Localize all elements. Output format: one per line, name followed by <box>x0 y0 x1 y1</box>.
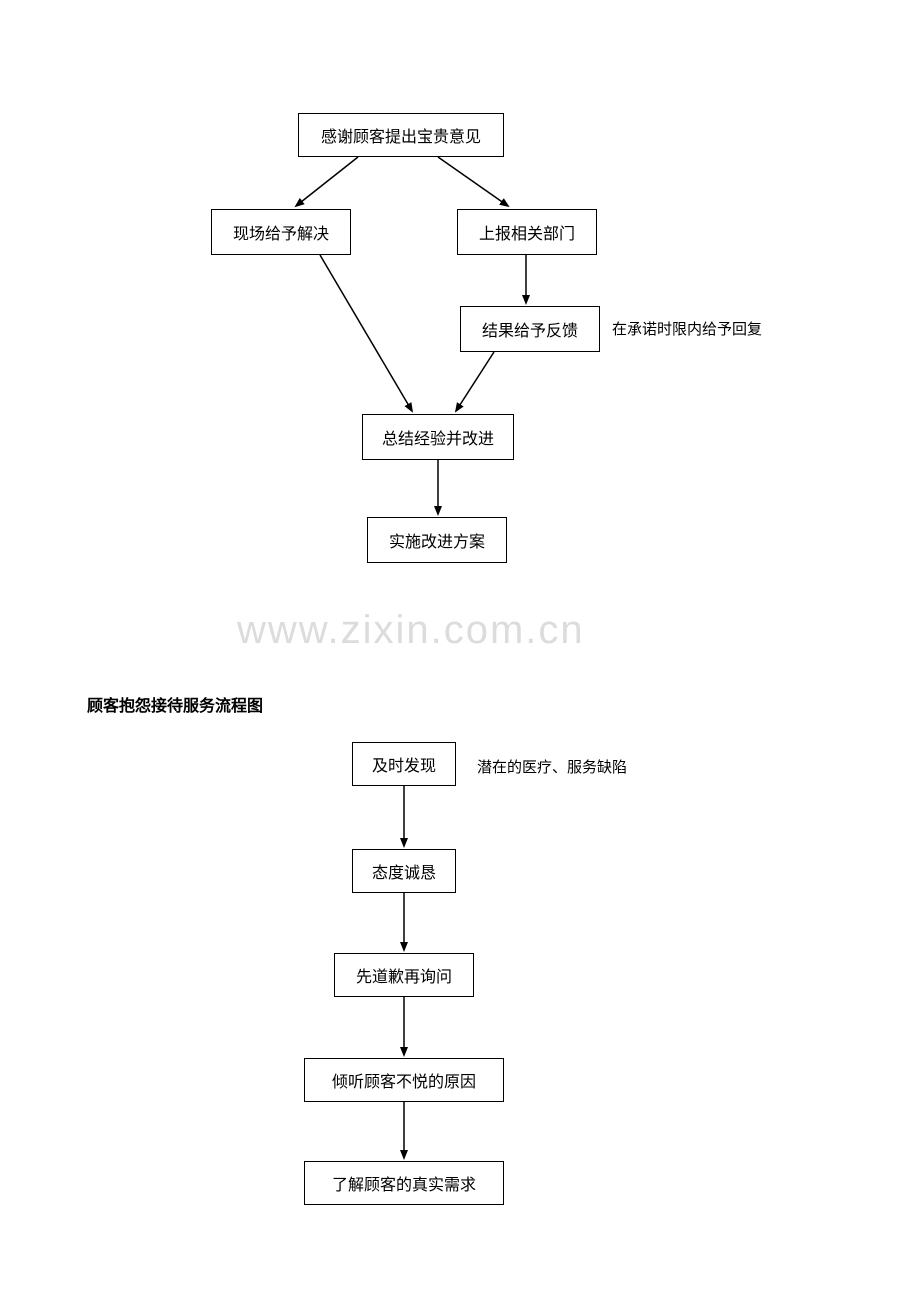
node-summarize-improve: 总结经验并改进 <box>362 414 514 460</box>
node-feedback-result: 结果给予反馈 <box>460 306 600 352</box>
node-report-department: 上报相关部门 <box>457 209 597 255</box>
node-listen-reason: 倾听顾客不悦的原因 <box>304 1058 504 1102</box>
node-resolve-onsite: 现场给予解决 <box>211 209 351 255</box>
section-title-complaint-flow: 顾客抱怨接待服务流程图 <box>87 692 263 716</box>
annotation-deadline-reply: 在承诺时限内给予回复 <box>612 318 762 339</box>
node-sincere-attitude: 态度诚恳 <box>352 849 456 893</box>
node-implement-plan: 实施改进方案 <box>367 517 507 563</box>
node-apologize-ask: 先道歉再询问 <box>334 953 474 997</box>
watermark-text: www.zixin.com.cn <box>237 608 585 653</box>
node-understand-needs: 了解顾客的真实需求 <box>304 1161 504 1205</box>
node-thank-customer: 感谢顾客提出宝贵意见 <box>298 113 504 157</box>
annotation-potential-defects: 潜在的医疗、服务缺陷 <box>477 756 627 777</box>
node-discover-timely: 及时发现 <box>352 742 456 786</box>
